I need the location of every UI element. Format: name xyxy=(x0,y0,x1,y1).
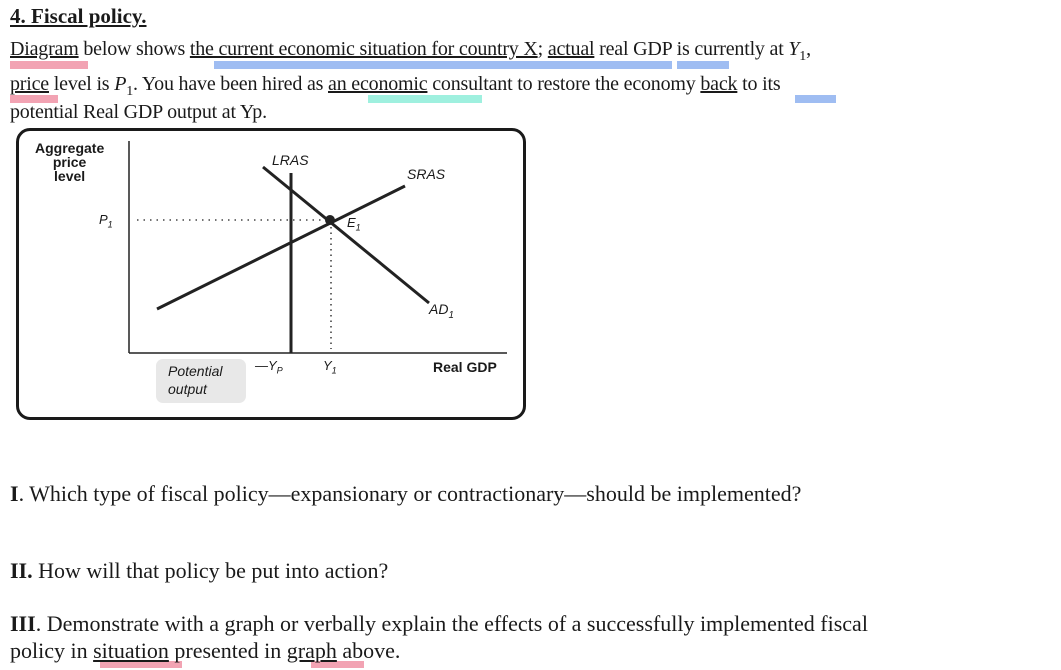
sub-1: 1 xyxy=(799,49,807,64)
text: below shows xyxy=(78,38,190,60)
word-price: price xyxy=(10,73,49,95)
word-situation: situation xyxy=(93,638,169,663)
text: , xyxy=(806,38,811,60)
intro-line-3: potential Real GDP output at Yp. xyxy=(10,101,267,123)
ad1-label: AD1 xyxy=(429,301,454,321)
e-sub: 1 xyxy=(355,222,361,233)
x-axis-label: Real GDP xyxy=(433,359,497,375)
question-number: II. xyxy=(10,558,33,583)
highlight-actual xyxy=(677,61,729,69)
intro-line-2: price level is P1. You have been hired a… xyxy=(10,73,781,100)
text: policy in xyxy=(10,638,94,663)
question-number: I xyxy=(10,481,19,506)
text: to its xyxy=(737,73,781,95)
phrase-current-situation: the current economic situation for count… xyxy=(189,38,538,60)
potential-line: Potential xyxy=(168,363,223,379)
question-2: II. How will that policy be put into act… xyxy=(10,558,388,584)
highlight-situation xyxy=(100,661,182,668)
y-axis-label-line: level xyxy=(54,168,86,184)
highlight-an-economic xyxy=(368,95,482,103)
question-text: How will that policy be put into action? xyxy=(32,558,389,583)
p1-label: P1 xyxy=(99,212,113,230)
intro-line-1: Diagram below shows the current economic… xyxy=(10,38,811,65)
ad-sub: 1 xyxy=(448,309,454,321)
potential-output-callout: Potential output xyxy=(156,359,246,403)
y-axis-label-line: Aggregate xyxy=(35,140,105,156)
text: presented in xyxy=(168,638,287,663)
text: real GDP is currently at xyxy=(594,38,789,60)
ad1-curve xyxy=(262,165,430,305)
potential-line: output xyxy=(168,381,207,397)
word-back: back xyxy=(700,73,738,95)
sras-label: SRAS xyxy=(407,166,446,182)
word-actual: actual xyxy=(547,38,595,60)
y1-sub: 1 xyxy=(331,365,337,376)
e-text: E xyxy=(347,215,356,230)
text: ; xyxy=(537,38,548,60)
highlight-graph xyxy=(311,661,364,668)
sras-curve xyxy=(156,184,406,311)
diagram-frame: Aggregate price level Real GDP LRAS SRAS… xyxy=(16,128,526,420)
question-text: . Demonstrate with a graph or verbally e… xyxy=(35,611,868,636)
ad-as-diagram xyxy=(128,141,507,354)
question-number: III xyxy=(10,611,36,636)
e1-label: E1 xyxy=(347,215,361,233)
y1-label: Y1 xyxy=(323,358,337,376)
e1-point xyxy=(325,215,335,225)
y-axis-label: Aggregate price level xyxy=(35,141,104,183)
question-3-continued: policy in situation presented in graph a… xyxy=(10,638,400,664)
question-1: I. Which type of fiscal policy—expansion… xyxy=(10,481,801,507)
yp-label: —YP xyxy=(255,358,283,376)
var-p: P xyxy=(114,73,127,95)
yp-sub: P xyxy=(276,365,283,376)
text: consultant to restore the economy xyxy=(427,73,701,95)
highlight-diagram xyxy=(10,61,88,69)
yp-text: —Y xyxy=(255,358,277,373)
ad-text: AD xyxy=(429,301,449,317)
y-axis-label-line: price xyxy=(52,154,87,170)
var-y: Y xyxy=(788,38,800,60)
word-graph: graph xyxy=(286,638,337,663)
lras-label: LRAS xyxy=(272,152,309,168)
text: above. xyxy=(336,638,401,663)
highlight-current-situation xyxy=(214,61,672,69)
p-sub: 1 xyxy=(107,219,113,230)
word-diagram: Diagram xyxy=(10,38,79,60)
phrase-an-economic: an economic xyxy=(328,73,428,95)
text: . You have been hired as xyxy=(133,73,329,95)
question-3: III. Demonstrate with a graph or verball… xyxy=(10,611,868,637)
y1-text: Y xyxy=(323,358,332,373)
p-text: P xyxy=(99,212,108,227)
highlight-back xyxy=(795,95,836,103)
text: level is xyxy=(48,73,115,95)
page-title: 4. Fiscal policy. xyxy=(10,4,147,28)
highlight-price xyxy=(10,95,58,103)
sub-1: 1 xyxy=(126,84,134,99)
question-text: . Which type of fiscal policy—expansiona… xyxy=(18,481,802,506)
